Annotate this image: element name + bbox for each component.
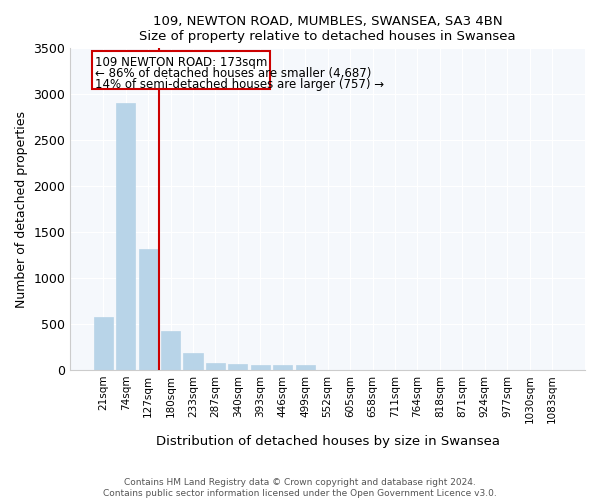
FancyBboxPatch shape xyxy=(92,51,271,89)
Bar xyxy=(94,316,113,370)
Title: 109, NEWTON ROAD, MUMBLES, SWANSEA, SA3 4BN
Size of property relative to detache: 109, NEWTON ROAD, MUMBLES, SWANSEA, SA3 … xyxy=(139,15,516,43)
Bar xyxy=(206,363,225,370)
Bar xyxy=(139,248,158,370)
Text: ← 86% of detached houses are smaller (4,687): ← 86% of detached houses are smaller (4,… xyxy=(95,67,372,80)
X-axis label: Distribution of detached houses by size in Swansea: Distribution of detached houses by size … xyxy=(155,434,500,448)
Bar xyxy=(273,365,292,370)
Bar xyxy=(161,332,180,370)
Bar xyxy=(184,353,203,370)
Text: 109 NEWTON ROAD: 173sqm: 109 NEWTON ROAD: 173sqm xyxy=(95,56,268,69)
Bar xyxy=(229,364,247,370)
Text: Contains HM Land Registry data © Crown copyright and database right 2024.
Contai: Contains HM Land Registry data © Crown c… xyxy=(103,478,497,498)
Bar xyxy=(296,365,315,370)
Text: 14% of semi-detached houses are larger (757) →: 14% of semi-detached houses are larger (… xyxy=(95,78,385,90)
Bar xyxy=(251,365,270,370)
Y-axis label: Number of detached properties: Number of detached properties xyxy=(15,110,28,308)
Bar xyxy=(116,104,135,370)
